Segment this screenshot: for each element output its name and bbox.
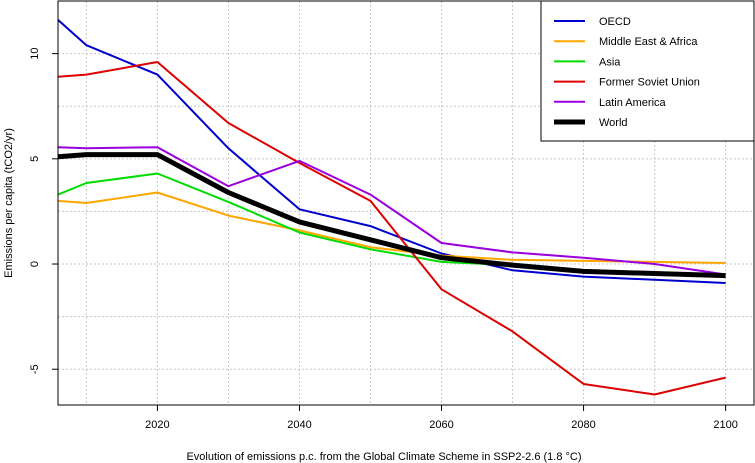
legend-label: Middle East & Africa: [599, 36, 698, 48]
y-tick-label: 0: [29, 261, 41, 267]
legend: OECD Middle East & Africa Asia Former Sovie…: [540, 0, 755, 142]
x-tick-label: 2080: [571, 419, 595, 431]
legend-label: Former Soviet Union: [599, 77, 700, 89]
y-axis: -5 0 5 10: [29, 47, 58, 374]
series-line-world: [57, 152, 726, 279]
x-tick-label: 2040: [287, 419, 311, 431]
x-tick-label: 2060: [429, 419, 453, 431]
plot-frame: [57, 0, 755, 406]
legend-box: [540, 0, 755, 142]
x-axis: 2020 2040 2060 2080 2100: [145, 405, 738, 431]
series-lines: [57, 19, 726, 396]
legend-label: Latin America: [599, 97, 667, 109]
y-tick-label: -5: [29, 364, 41, 374]
x-tick-label: 2020: [145, 419, 169, 431]
x-tick-label: 2100: [713, 419, 737, 431]
legend-label: World: [599, 117, 628, 129]
legend-label: Asia: [599, 56, 621, 68]
y-tick-label: 10: [29, 47, 41, 59]
y-tick-label: 5: [29, 156, 41, 162]
y-axis-title: Emissions per capita (tCO2/yr): [3, 128, 15, 278]
series-line-oecd: [57, 19, 726, 284]
series-line-latin-america: [57, 146, 726, 276]
series-line-former-soviet-union: [57, 61, 726, 396]
legend-label: OECD: [599, 16, 631, 28]
series-line-middle-east-africa: [57, 191, 726, 264]
x-axis-title: Evolution of emissions p.c. from the Glo…: [186, 451, 581, 463]
